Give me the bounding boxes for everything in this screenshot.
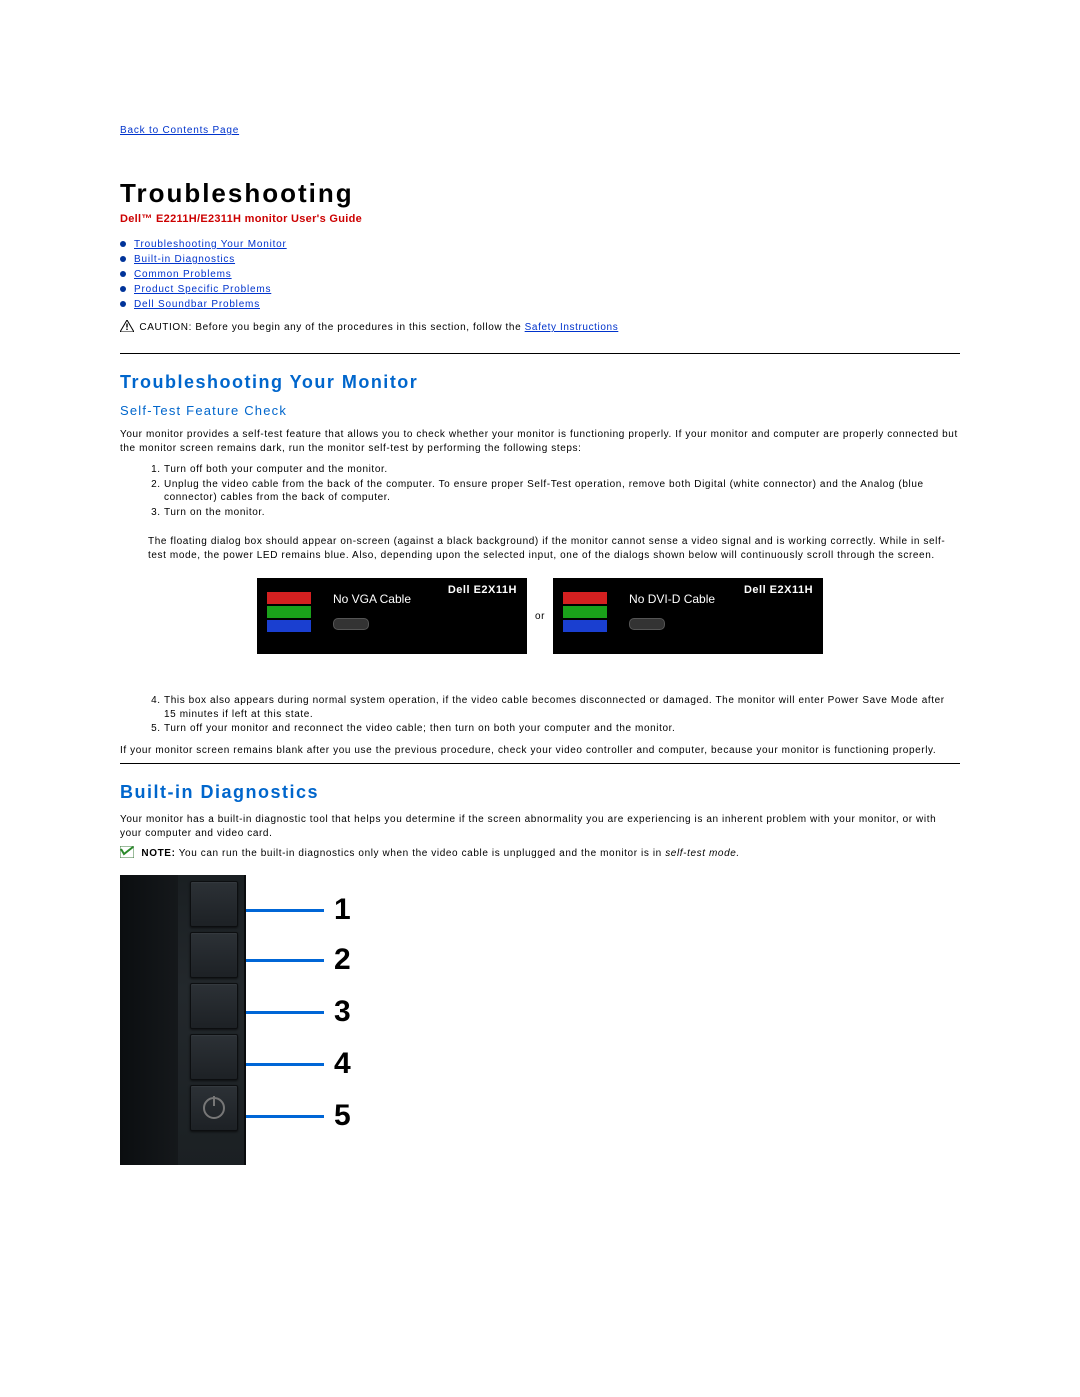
lead-line	[246, 1063, 324, 1066]
dialog-ok-icon	[629, 618, 665, 630]
toc-link[interactable]: Built-in Diagnostics	[134, 254, 235, 265]
monitor-buttons-diagram: 1 2 3 4 5	[120, 875, 960, 1165]
note-icon	[120, 846, 134, 861]
dialog-box-dvi: Dell E2X11H No DVI-D Cable	[553, 578, 823, 654]
divider	[120, 353, 960, 354]
outro-paragraph: If your monitor screen remains blank aft…	[120, 744, 960, 758]
toc-link[interactable]: Common Problems	[134, 269, 232, 280]
toc-link[interactable]: Product Specific Problems	[134, 284, 271, 295]
steps-list-b: This box also appears during normal syst…	[120, 694, 960, 736]
toc-link[interactable]: Dell Soundbar Problems	[134, 299, 260, 310]
label-number: 2	[334, 943, 351, 977]
floating-dialog-desc: The floating dialog box should appear on…	[148, 535, 960, 562]
label-row: 1	[246, 893, 351, 927]
step-item: This box also appears during normal syst…	[164, 694, 960, 721]
step-item: Unplug the video cable from the back of …	[164, 478, 960, 505]
bar-green	[267, 606, 311, 618]
dialog-box-vga: Dell E2X11H No VGA Cable	[257, 578, 527, 654]
safety-instructions-link[interactable]: Safety Instructions	[525, 322, 619, 333]
color-bars	[553, 578, 617, 654]
back-to-contents-link[interactable]: Back to Contents Page	[120, 125, 239, 136]
sub-section-title: Self-Test Feature Check	[120, 403, 960, 418]
label-row: 4	[246, 1047, 351, 1081]
note-italic: self-test mode.	[665, 848, 740, 859]
monitor-button-3	[190, 983, 238, 1029]
intro-paragraph: Your monitor provides a self-test featur…	[120, 428, 960, 455]
step-item: Turn off your monitor and reconnect the …	[164, 722, 960, 736]
label-number: 3	[334, 995, 351, 1029]
label-row: 5	[246, 1099, 351, 1133]
step-item: Turn on the monitor.	[164, 506, 960, 520]
note-label: NOTE:	[141, 848, 175, 859]
lead-line	[246, 1115, 324, 1118]
bar-blue	[563, 620, 607, 632]
caution-label: CAUTION:	[139, 322, 192, 333]
monitor-button-1	[190, 881, 238, 927]
monitor-screen-edge	[120, 875, 178, 1165]
lead-line	[246, 1011, 324, 1014]
lead-line	[246, 909, 324, 912]
steps-list-a: Turn off both your computer and the moni…	[120, 463, 960, 519]
divider	[120, 763, 960, 764]
step-item: Turn off both your computer and the moni…	[164, 463, 960, 477]
color-bars	[257, 578, 321, 654]
lead-line	[246, 959, 324, 962]
label-number: 1	[334, 893, 351, 927]
bar-blue	[267, 620, 311, 632]
dialog-model-label: Dell E2X11H	[744, 584, 813, 596]
caution-row: CAUTION: Before you begin any of the pro…	[120, 320, 960, 335]
note-text: You can run the built-in diagnostics onl…	[179, 848, 666, 859]
toc-list: Troubleshooting Your Monitor Built-in Di…	[120, 237, 960, 312]
section-title: Troubleshooting Your Monitor	[120, 372, 960, 393]
monitor-button-4	[190, 1034, 238, 1080]
dialog-ok-icon	[333, 618, 369, 630]
button-column	[190, 881, 238, 1131]
label-row: 3	[246, 995, 351, 1029]
note-row: NOTE: You can run the built-in diagnosti…	[120, 846, 960, 861]
or-label: or	[535, 611, 545, 622]
dialog-boxes-row: Dell E2X11H No VGA Cable or Dell E2X11H …	[120, 578, 960, 654]
caution-text: Before you begin any of the procedures i…	[195, 322, 524, 333]
toc-link[interactable]: Troubleshooting Your Monitor	[134, 239, 287, 250]
monitor-button-2	[190, 932, 238, 978]
caution-icon	[120, 320, 134, 335]
monitor-power-button	[190, 1085, 238, 1131]
section-title: Built-in Diagnostics	[120, 782, 960, 803]
label-number: 5	[334, 1099, 351, 1133]
bar-red	[267, 592, 311, 604]
dialog-model-label: Dell E2X11H	[448, 584, 517, 596]
page-title: Troubleshooting	[120, 178, 960, 209]
page-subtitle: Dell™ E2211H/E2311H monitor User's Guide	[120, 213, 960, 225]
label-row: 2	[246, 943, 351, 977]
power-icon	[203, 1097, 225, 1119]
labels-column: 1 2 3 4 5	[246, 875, 426, 1165]
bar-red	[563, 592, 607, 604]
label-number: 4	[334, 1047, 351, 1081]
bar-green	[563, 606, 607, 618]
intro-paragraph: Your monitor has a built-in diagnostic t…	[120, 813, 960, 840]
monitor-panel	[120, 875, 246, 1165]
